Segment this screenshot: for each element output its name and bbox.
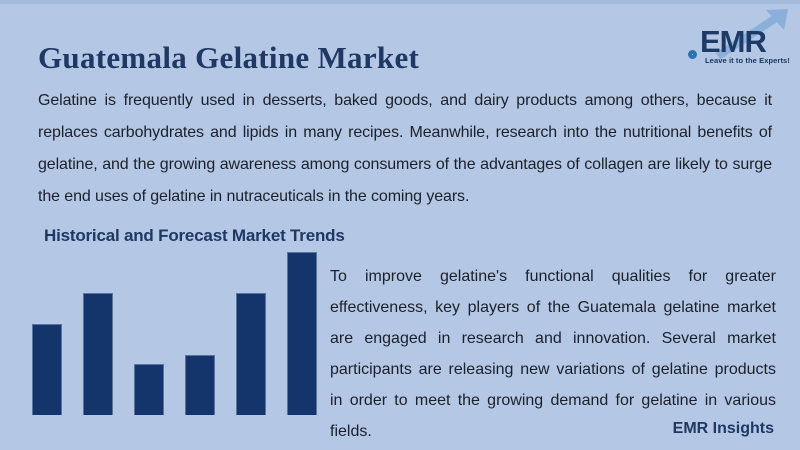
bar — [236, 293, 266, 415]
growth-arrow-icon — [715, 9, 788, 60]
insights-label: EMR Insights — [672, 420, 774, 437]
logo-wordmark: EMR — [700, 24, 767, 59]
bar-chart — [32, 252, 318, 415]
top-edge-strip — [0, 0, 800, 4]
bar — [32, 324, 62, 415]
section-heading: Historical and Forecast Market Trends — [44, 226, 345, 245]
bar — [134, 364, 164, 415]
intro-paragraph: Gelatine is frequently used in desserts,… — [38, 92, 772, 205]
logo-ring-icon — [688, 50, 697, 59]
emr-logo: EMR Leave it to the Experts! — [688, 8, 796, 72]
section-body-paragraph: To improve gelatine's functional qualiti… — [330, 268, 776, 440]
bar — [83, 293, 113, 415]
bar — [185, 355, 215, 415]
page-title: Guatemala Gelatine Market — [38, 40, 420, 75]
logo-tagline: Leave it to the Experts! — [705, 56, 790, 65]
bar — [287, 252, 317, 415]
